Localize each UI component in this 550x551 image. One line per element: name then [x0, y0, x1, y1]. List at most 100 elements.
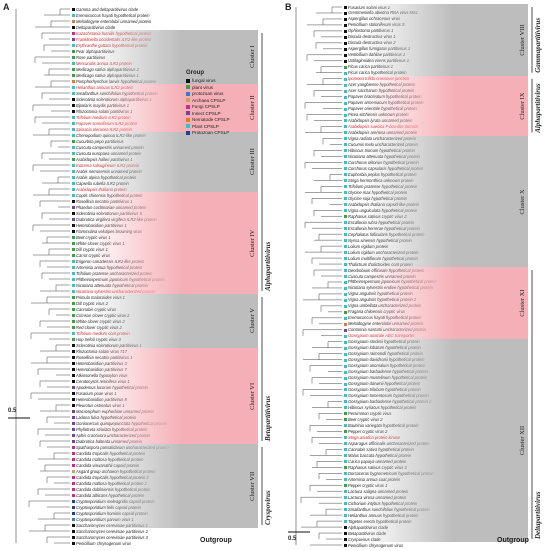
- group-marker: [72, 499, 75, 503]
- group-marker: [344, 23, 347, 27]
- group-marker: [72, 481, 75, 485]
- group-marker: [344, 322, 347, 326]
- legend-swatch: [186, 104, 190, 109]
- leaf-label: Eremococcus hayati hypothetical protein: [76, 12, 150, 18]
- group-marker: [72, 25, 75, 29]
- group-marker: [344, 274, 347, 278]
- tree-leaf: Meloidogyne enterolobii unnamed protein: [72, 19, 151, 24]
- cluster-band: [362, 267, 528, 339]
- group-marker: [344, 430, 347, 434]
- panel-a-outgroup-label: Outgroup: [200, 537, 232, 544]
- group-marker: [72, 85, 75, 89]
- group-marker: [344, 256, 347, 260]
- leaf-label: Penicillium chrysogenum virus: [76, 540, 132, 546]
- group-marker: [344, 173, 347, 177]
- group-marker: [344, 5, 347, 9]
- group-marker: [344, 227, 347, 231]
- legend-swatch: [186, 130, 190, 135]
- legend-swatch: [186, 117, 190, 122]
- group-marker: [72, 253, 75, 257]
- cluster-label: Cluster VI: [249, 382, 256, 410]
- group-marker: [344, 71, 347, 75]
- group-marker: [72, 487, 75, 491]
- tree-leaf: Gamma and deltapartitivirus clade: [72, 7, 138, 12]
- group-marker: [72, 73, 75, 77]
- legend-swatch: [186, 85, 190, 89]
- group-marker: [72, 319, 75, 323]
- group-marker: [344, 47, 347, 51]
- group-marker: [72, 163, 75, 167]
- group-marker: [344, 113, 347, 117]
- group-marker: [72, 181, 75, 185]
- group-marker: [344, 119, 347, 123]
- group-marker: [344, 364, 347, 368]
- legend-label: protozoan virus: [192, 91, 224, 96]
- group-marker: [72, 475, 75, 479]
- legend: Group fungal virus plant virus protozoan v…: [186, 70, 248, 137]
- group-marker: [344, 77, 347, 81]
- group-marker: [72, 361, 75, 365]
- group-marker: [344, 137, 347, 141]
- group-marker: [344, 107, 347, 111]
- group-marker: [72, 235, 75, 239]
- group-marker: [72, 265, 75, 269]
- group-marker: [72, 127, 75, 131]
- group-marker: [344, 53, 347, 57]
- cluster-band: [362, 4, 528, 76]
- group-marker: [344, 41, 347, 45]
- legend-item: Archaea CPSLP: [186, 98, 248, 103]
- genus-label: Gammapartitivirus: [534, 17, 542, 73]
- group-marker: [344, 298, 347, 302]
- group-marker: [344, 35, 347, 39]
- group-marker: [344, 161, 347, 165]
- group-marker: [344, 17, 347, 21]
- group-marker: [72, 103, 75, 107]
- group-marker: [344, 251, 347, 254]
- group-marker: [344, 221, 347, 225]
- group-marker: [72, 439, 75, 443]
- legend-item: Nematode CPSLP: [186, 117, 248, 122]
- cluster-band: [88, 444, 258, 528]
- group-marker: [72, 355, 75, 359]
- group-marker: [72, 427, 75, 431]
- group-marker: [344, 412, 347, 416]
- group-marker: [344, 448, 347, 452]
- group-marker: [72, 61, 75, 65]
- group-marker: [72, 241, 75, 245]
- group-marker: [72, 463, 75, 467]
- genus-label: Deltapartitivirus: [534, 491, 542, 540]
- legend-item: protozoan virus: [186, 91, 248, 96]
- group-marker: [344, 149, 347, 153]
- cluster-label: Cluster I: [249, 45, 256, 69]
- legend-title: Group: [186, 70, 204, 76]
- group-marker: [72, 109, 75, 113]
- group-marker: [72, 199, 75, 203]
- group-marker: [344, 358, 347, 362]
- cluster-label: Cluster V: [249, 308, 256, 334]
- group-marker: [344, 239, 347, 243]
- group-marker: [344, 400, 347, 404]
- group-marker: [72, 307, 75, 311]
- group-marker: [72, 133, 75, 137]
- leaf-label: Saccharomyces cerevisiae partitivirus 2: [76, 528, 148, 534]
- legend-label: fungal virus: [192, 78, 216, 83]
- group-marker: [344, 454, 347, 458]
- leaf-label: Penicillium chrysogenum virus: [348, 542, 404, 548]
- leaf-label: Saccharomyces cerevisiae partitivirus 3: [76, 534, 148, 540]
- group-marker: [344, 215, 347, 219]
- group-marker: [72, 277, 75, 281]
- group-marker: [344, 59, 347, 63]
- group-marker: [344, 442, 347, 446]
- group-marker: [344, 233, 347, 237]
- group-marker: [344, 466, 347, 470]
- cluster-band: [88, 30, 258, 84]
- legend-label: Fungi CPSLP: [192, 104, 220, 109]
- group-marker: [344, 262, 347, 266]
- tree-leaf: Saccharomyces cerevisiae partitivirus 2: [72, 529, 148, 534]
- group-marker: [72, 295, 75, 299]
- group-marker: [344, 245, 347, 249]
- group-marker: [344, 310, 347, 314]
- legend-item: Protozoan CPSLP: [186, 130, 248, 135]
- group-marker: [344, 125, 347, 129]
- cluster-band: [88, 132, 258, 192]
